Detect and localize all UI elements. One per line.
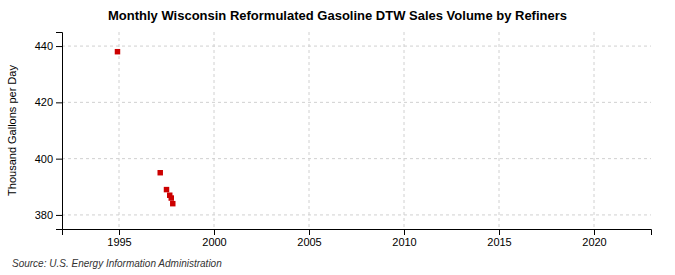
- grid-line-x: [214, 32, 215, 229]
- x-axis-tick: 2010: [392, 229, 416, 248]
- y-axis-tick: 380: [35, 209, 62, 221]
- grid-line-x: [499, 32, 500, 229]
- grid-line-y: [62, 158, 651, 159]
- title: Monthly Wisconsin Reformulated Gasoline …: [108, 8, 567, 23]
- y-axis-title: Thousand Gallons per Day: [6, 65, 18, 196]
- x-axis-tick-label: 2000: [202, 236, 226, 248]
- x-axis-tick-mark: [119, 229, 120, 235]
- y-axis-tick-mark: [56, 102, 62, 103]
- y-axis-tick-label: 400: [35, 153, 53, 165]
- y-axis-tick-label: 440: [35, 40, 53, 52]
- y-axis-tick: 440: [35, 40, 62, 52]
- grid-line-y: [62, 46, 651, 47]
- x-axis-tick: 1995: [107, 229, 131, 248]
- grid-line-y: [62, 214, 651, 215]
- x-axis-line: [63, 230, 652, 236]
- grid-line-x: [309, 32, 310, 229]
- y-axis-line: [56, 33, 63, 230]
- x-axis-tick-mark: [404, 229, 405, 235]
- x-axis-tick-label: 1995: [107, 236, 131, 248]
- point: [115, 49, 120, 54]
- point: [169, 195, 174, 200]
- x-axis-tick-mark: [309, 229, 310, 235]
- y-axis-tick-label: 420: [35, 96, 53, 108]
- grid-line-y: [62, 102, 651, 103]
- x-axis-tick: 2005: [297, 229, 321, 248]
- grid-line-x: [119, 32, 120, 229]
- x-axis-tick: 2000: [202, 229, 226, 248]
- grid-line-x: [404, 32, 405, 229]
- y-axis-tick: 420: [35, 96, 62, 108]
- points: [115, 49, 176, 206]
- y-axis-tick-mark: [56, 215, 62, 216]
- point: [170, 201, 175, 206]
- y-axis-tick-mark: [56, 159, 62, 160]
- grid-line-x: [594, 32, 595, 229]
- y-axis-tick-mark: [56, 46, 62, 47]
- x-axis-tick-mark: [594, 229, 595, 235]
- x-axis-tick: 2015: [487, 229, 511, 248]
- chart: 1995 2000 2005 2010 2015 2020 380 400 420 440 Mont…: [0, 0, 675, 275]
- x-axis-tick-label: 2015: [487, 236, 511, 248]
- x-axis-tick-mark: [499, 229, 500, 235]
- point: [164, 187, 169, 192]
- annotation: Source: U.S. Energy Information Administ…: [12, 258, 222, 269]
- grid: [62, 32, 651, 229]
- x-axis-tick-mark: [214, 229, 215, 235]
- x-axis-tick: 2020: [582, 229, 606, 248]
- x-axis-tick-label: 2005: [297, 236, 321, 248]
- x-axis-tick-label: 2020: [582, 236, 606, 248]
- plot: 1995 2000 2005 2010 2015 2020 380 400 420 440: [35, 32, 652, 248]
- y-axis-tick: 400: [35, 153, 62, 165]
- y-axis-tick-label: 380: [35, 209, 53, 221]
- y-axis: 380 400 420 440: [35, 33, 63, 230]
- x-axis: 1995 2000 2005 2010 2015 2020: [63, 229, 652, 248]
- point: [157, 170, 162, 175]
- x-axis-tick-label: 2010: [392, 236, 416, 248]
